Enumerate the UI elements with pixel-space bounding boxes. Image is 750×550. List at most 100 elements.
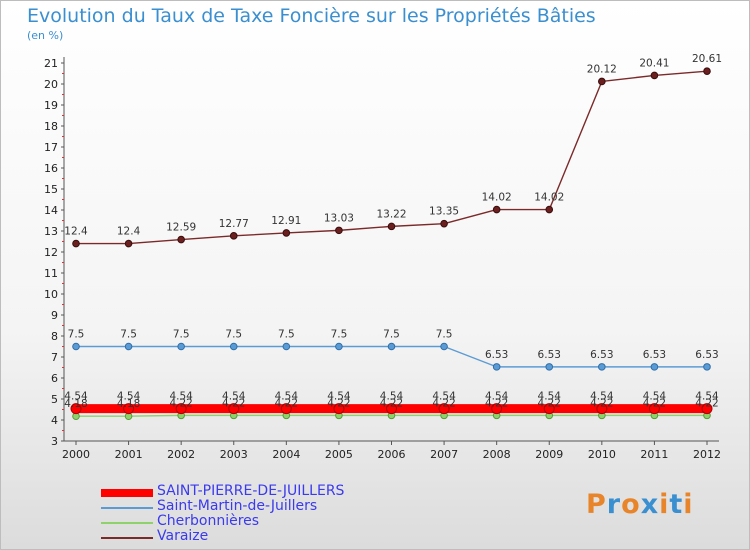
series-point <box>492 363 501 371</box>
logo-letter: r <box>606 489 622 520</box>
y-tick-label: 4 <box>51 414 58 427</box>
data-label: 12.4 <box>64 226 88 238</box>
y-tick-label: 6 <box>51 372 58 385</box>
x-tick-label: 2005 <box>325 448 353 461</box>
data-label: 4.22 <box>222 397 245 409</box>
data-label: 4.22 <box>538 397 561 409</box>
series-point <box>177 235 185 244</box>
series-point <box>491 403 503 415</box>
series-point <box>701 403 713 415</box>
series-point <box>72 239 80 248</box>
y-tick-label: 20 <box>44 78 58 91</box>
data-label: 7.5 <box>436 329 453 341</box>
series-point <box>596 403 608 415</box>
series-point <box>228 403 240 415</box>
data-label: 4.18 <box>117 398 140 410</box>
y-tick-label: 9 <box>51 309 58 322</box>
x-tick-label: 2003 <box>220 448 248 461</box>
data-label: 7.5 <box>120 329 137 341</box>
x-tick-label: 2007 <box>430 448 458 461</box>
data-label: 7.5 <box>331 329 348 341</box>
y-tick-label: 14 <box>44 204 58 217</box>
series-point <box>123 403 135 415</box>
data-label: 6.53 <box>590 349 613 361</box>
x-tick-label: 2004 <box>272 448 300 461</box>
series-point <box>545 205 554 214</box>
chart-title: Evolution du Taux de Taxe Foncière sur l… <box>27 5 596 27</box>
logo-letter: P <box>586 489 607 520</box>
series-point <box>124 342 133 351</box>
data-label: 4.22 <box>643 397 666 409</box>
data-label: 6.53 <box>643 349 666 361</box>
series-point <box>440 219 448 228</box>
data-label: 20.41 <box>639 57 669 69</box>
data-label: 13.22 <box>376 208 406 220</box>
x-tick-label: 2010 <box>588 448 616 461</box>
x-tick-label: 2002 <box>167 448 195 461</box>
data-label: 4.22 <box>695 397 718 409</box>
series-point <box>386 403 397 415</box>
series-point <box>387 222 396 231</box>
x-tick-label: 2011 <box>640 448 668 461</box>
data-label: 4.54 <box>169 391 193 403</box>
data-label: 7.5 <box>173 329 190 341</box>
logo-letter: o <box>621 489 641 520</box>
series-point <box>175 403 187 415</box>
data-label: 7.5 <box>278 329 295 341</box>
series-point <box>229 342 238 351</box>
y-tick-label: 15 <box>44 183 58 196</box>
logo-letter: i <box>683 489 694 520</box>
data-label: 4.54 <box>695 391 719 403</box>
y-tick-label: 12 <box>44 246 58 259</box>
y-tick-label: 8 <box>51 330 58 343</box>
chart-subtitle: (en %) <box>27 29 64 42</box>
y-tick-label: 19 <box>44 99 58 112</box>
logo-letter: i <box>659 489 670 520</box>
series-point <box>335 226 343 235</box>
x-tick-label: 2001 <box>115 448 143 461</box>
data-label: 4.54 <box>117 391 141 403</box>
data-label: 12.4 <box>117 226 141 238</box>
data-label: 12.59 <box>166 222 196 234</box>
data-label: 4.22 <box>590 397 613 409</box>
data-label: 12.91 <box>271 215 301 227</box>
data-label: 14.02 <box>482 192 512 204</box>
logo-letter: x <box>640 489 660 520</box>
y-tick-label: 21 <box>44 57 58 70</box>
series-point <box>440 342 448 351</box>
data-label: 4.18 <box>64 398 87 410</box>
data-label: 13.03 <box>324 212 354 224</box>
x-tick-label: 2000 <box>62 448 90 461</box>
series-point <box>438 403 450 415</box>
series-point <box>650 71 659 80</box>
data-label: 4.22 <box>380 397 403 409</box>
series-point <box>229 232 238 240</box>
series-point <box>648 403 660 415</box>
legend-label: Saint-Martin-de-Juillers <box>157 498 318 514</box>
data-label: 6.53 <box>485 349 508 361</box>
series-point <box>598 77 606 86</box>
data-label: 4.54 <box>380 391 404 403</box>
data-label: 4.22 <box>275 397 298 409</box>
series-point <box>177 342 185 351</box>
y-tick-label: 17 <box>44 141 58 154</box>
data-label: 12.77 <box>219 218 249 230</box>
data-label: 6.53 <box>695 349 718 361</box>
x-tick-label: 2008 <box>483 448 511 461</box>
data-label: 4.22 <box>485 397 508 409</box>
y-tick-label: 11 <box>44 267 58 280</box>
data-label: 4.54 <box>643 391 667 403</box>
data-label: 4.54 <box>222 391 246 403</box>
series-point <box>124 239 133 248</box>
data-label: 7.5 <box>383 329 400 341</box>
y-tick-label: 13 <box>44 225 58 238</box>
data-label: 4.22 <box>432 397 455 409</box>
logo-letter: t <box>669 489 684 520</box>
data-label: 6.53 <box>538 349 561 361</box>
data-label: 13.35 <box>429 206 459 218</box>
proxiti-logo: Proxiti <box>586 489 694 520</box>
y-tick-label: 5 <box>51 393 58 406</box>
data-label: 4.54 <box>485 391 509 403</box>
